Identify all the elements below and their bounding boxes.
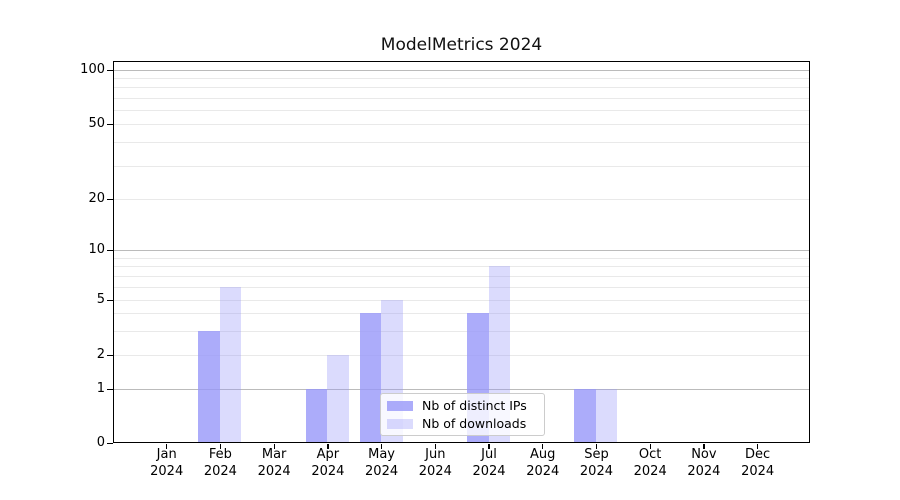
gridline-minor <box>114 199 809 200</box>
x-tick-mark <box>166 444 168 449</box>
y-tick-label: 50 <box>88 116 105 131</box>
gridline-minor <box>114 300 809 301</box>
gridline-major <box>114 70 809 71</box>
x-tick-label: Jul 2024 <box>472 447 506 479</box>
bar-feb-distinct-ips <box>198 330 220 442</box>
gridline-minor <box>114 257 809 259</box>
x-tick-label: Aug 2024 <box>526 447 560 479</box>
x-tick-label: Mar 2024 <box>257 447 291 479</box>
x-tick-mark <box>488 444 490 449</box>
x-tick-mark <box>327 444 329 449</box>
gridline-minor <box>114 97 809 99</box>
legend-swatch-distinct-ips-icon <box>387 400 413 411</box>
legend-label-downloads: Nb of downloads <box>422 416 527 431</box>
gridline-minor <box>114 313 809 315</box>
gridline-minor <box>114 78 809 80</box>
y-tick-mark <box>107 69 113 71</box>
x-tick-label: Dec 2024 <box>741 447 775 479</box>
y-tick-mark <box>107 249 113 251</box>
gridline-minor <box>114 87 809 89</box>
y-tick-mark <box>107 299 113 301</box>
y-tick-mark <box>107 198 113 200</box>
gridline-minor <box>114 275 809 277</box>
gridline-minor <box>114 355 809 356</box>
x-tick-mark <box>219 444 222 449</box>
gridline-minor <box>114 142 809 144</box>
y-tick-label: 0 <box>96 435 105 450</box>
x-tick-mark <box>380 444 383 449</box>
x-tick-mark <box>595 444 598 449</box>
x-tick-label: Nov 2024 <box>687 447 721 479</box>
x-tick-label: Jan 2024 <box>150 447 184 479</box>
y-tick-label: 10 <box>88 242 105 257</box>
bar-apr-downloads <box>327 355 349 442</box>
x-tick-label: Jun 2024 <box>418 447 452 479</box>
legend: Nb of distinct IPs Nb of downloads <box>380 393 545 436</box>
gridline-minor <box>114 124 809 125</box>
gridline-major <box>114 389 809 390</box>
x-tick-label: Sep 2024 <box>579 447 613 479</box>
gridline-minor <box>114 165 809 167</box>
y-tick-label: 100 <box>80 62 105 77</box>
x-tick-label: Oct 2024 <box>633 447 667 479</box>
gridline-major <box>114 250 809 251</box>
x-tick-mark <box>273 444 275 449</box>
bar-apr-distinct-ips <box>305 389 328 442</box>
gridline-minor <box>114 109 809 111</box>
legend-label-distinct-ips: Nb of distinct IPs <box>422 398 527 413</box>
x-tick-mark <box>703 444 705 449</box>
x-tick-label: Feb 2024 <box>203 447 237 479</box>
y-tick-mark <box>107 354 113 356</box>
y-tick-mark <box>107 442 113 444</box>
x-tick-mark <box>757 444 759 449</box>
plot-area <box>113 61 810 443</box>
bar-may-distinct-ips <box>359 313 382 442</box>
gridline-minor <box>114 266 809 268</box>
y-tick-label: 1 <box>96 381 105 396</box>
legend-item: Nb of downloads <box>387 416 544 431</box>
bar-sep-distinct-ips <box>574 389 596 442</box>
x-tick-mark <box>649 444 651 449</box>
x-tick-label: May 2024 <box>365 447 399 479</box>
bar-sep-downloads <box>595 389 618 442</box>
legend-swatch-downloads-icon <box>387 418 413 429</box>
x-tick-mark <box>542 444 544 449</box>
chart-title: ModelMetrics 2024 <box>380 35 543 55</box>
gridline-minor <box>114 330 809 332</box>
bar-feb-downloads <box>219 286 242 442</box>
legend-item: Nb of distinct IPs <box>387 398 544 413</box>
y-tick-mark <box>107 388 113 390</box>
x-tick-label: Apr 2024 <box>311 447 345 479</box>
y-tick-mark <box>107 123 113 125</box>
y-tick-label: 20 <box>88 191 105 206</box>
y-tick-label: 2 <box>96 347 105 362</box>
x-tick-mark <box>434 444 436 449</box>
gridline-minor <box>114 286 809 288</box>
y-tick-label: 5 <box>96 292 105 307</box>
